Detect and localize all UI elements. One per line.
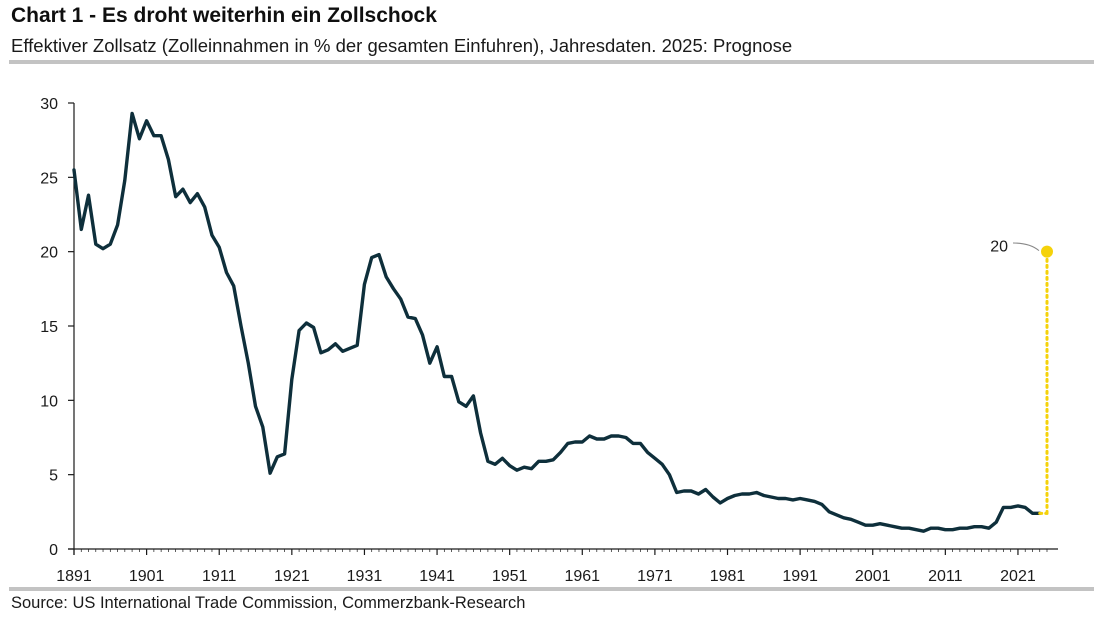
- y-tick-label: 25: [40, 170, 58, 187]
- x-tick-label: 1991: [782, 568, 818, 585]
- y-tick-label: 30: [40, 96, 58, 113]
- forecast-label-leader: [1012, 242, 1040, 252]
- x-tick-label: 1951: [492, 568, 528, 585]
- x-tick-label: 1961: [564, 568, 600, 585]
- x-tick-label: 1931: [347, 568, 383, 585]
- forecast-data-label: 20: [990, 239, 1008, 256]
- forecast-point: [1041, 245, 1053, 258]
- y-tick-label: 10: [40, 393, 58, 410]
- chart-subtitle: Effektiver Zollsatz (Zolleinnahmen in % …: [11, 35, 793, 56]
- x-tick-label: 1891: [56, 568, 92, 585]
- x-tick-label: 2021: [1000, 568, 1036, 585]
- x-tick-label: 2001: [855, 568, 891, 585]
- chart-marks: 20: [72, 111, 1053, 533]
- x-tick-label: 1921: [274, 568, 310, 585]
- chart-source: Source: US International Trade Commissio…: [11, 594, 526, 612]
- tariff-rate-line: [72, 111, 1042, 533]
- bottom-divider: [9, 587, 1094, 591]
- y-tick-label: 15: [40, 319, 58, 336]
- chart-axes: 0 5 10 15 20 25 30 1891 1901 1911 1921 1931 1941 1951…: [40, 96, 1058, 585]
- y-tick-label: 20: [40, 245, 58, 262]
- chart-title: Chart 1 - Es droht weiterhin ein Zollsch…: [11, 4, 437, 27]
- x-tick-label: 1941: [419, 568, 455, 585]
- x-tick-label: 1981: [710, 568, 746, 585]
- top-divider: [9, 60, 1094, 64]
- x-tick-label: 2011: [928, 568, 963, 585]
- x-tick-label: 1911: [202, 568, 237, 585]
- x-tick-label: 1971: [637, 568, 673, 585]
- y-tick-label: 5: [49, 468, 58, 485]
- x-tick-label: 1901: [129, 568, 165, 585]
- y-tick-label: 0: [49, 542, 58, 559]
